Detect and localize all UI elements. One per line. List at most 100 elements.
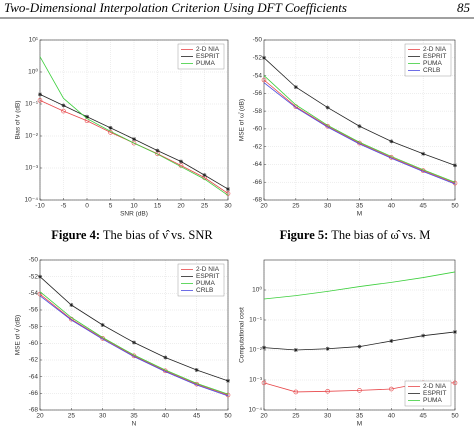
marker (132, 137, 136, 142)
x-tick-label: 40 (162, 413, 170, 420)
y-tick-label: -52 (253, 54, 263, 61)
marker (453, 329, 457, 334)
marker (226, 187, 230, 192)
marker (37, 98, 43, 103)
x-tick-label: 30 (324, 413, 332, 420)
legend-label: CRLB (423, 67, 440, 74)
y-tick-label: -50 (253, 37, 263, 44)
marker (85, 114, 89, 119)
x-tick-label: 30 (324, 203, 332, 210)
legend-label: 2-D NIA (423, 46, 447, 53)
y-tick-label: -60 (253, 126, 263, 133)
chart: -68 -66 -64 -62 -60 -58 -56 -54 -52 -50 20 25 30 35 40… (15, 257, 232, 428)
marker (421, 333, 426, 338)
x-tick-label: 40 (388, 203, 396, 210)
y-tick-label: -68 (29, 407, 39, 414)
x-tick-label: 20 (260, 413, 268, 420)
legend-label: ESPRIT (196, 273, 220, 280)
x-tick-label: 25 (292, 413, 300, 420)
x-axis-label: SNR (dB) (120, 211, 148, 218)
series-line (263, 79, 456, 184)
y-tick-label: -56 (29, 307, 39, 314)
x-tick-label: 30 (224, 203, 232, 210)
y-tick-label: 10⁻² (249, 347, 263, 354)
x-tick-label: 20 (177, 203, 185, 210)
marker (262, 345, 266, 350)
legend-label: PUMA (423, 60, 442, 67)
series-line (39, 56, 229, 196)
x-tick-label: 30 (99, 413, 107, 420)
y-tick-label: 10⁻¹ (249, 317, 263, 324)
series-line (39, 295, 229, 397)
series-line (39, 291, 229, 395)
y-tick-label: 10⁻⁴ (249, 407, 263, 414)
y-axis-label: MSE of ω̂ (dB) (239, 99, 246, 141)
plot-frame (39, 259, 229, 411)
plot-frame (39, 39, 229, 201)
marker (293, 85, 298, 90)
legend-label: 2-D NIA (196, 266, 220, 273)
x-tick-label: 10 (130, 203, 138, 210)
y-tick-label: 10⁻³ (249, 377, 263, 384)
marker (357, 124, 362, 129)
series-line (263, 271, 456, 300)
y-tick-label: 10⁰ (28, 68, 38, 76)
page-number: 85 (457, 0, 471, 15)
x-tick-label: 25 (292, 203, 300, 210)
legend-label: PUMA (196, 280, 215, 287)
caption-label: Figure 5: (280, 228, 329, 242)
running-header: Two-Dimensional Interpolation Criterion … (4, 0, 347, 15)
marker (357, 388, 362, 393)
marker (38, 274, 42, 279)
caption-label: Figure 4: (51, 228, 100, 242)
x-tick-label: 25 (68, 413, 76, 420)
marker (453, 163, 457, 168)
series-line (263, 82, 456, 185)
x-tick-label: 35 (356, 203, 364, 210)
x-axis-label: M (357, 421, 362, 428)
legend-label: PUMA (196, 60, 215, 67)
y-tick-label: -64 (29, 373, 39, 380)
plot-frame (263, 259, 456, 411)
marker (194, 368, 199, 372)
x-tick-label: 20 (260, 203, 268, 210)
marker (202, 173, 207, 178)
y-tick-label: -68 (253, 197, 263, 204)
y-tick-label: 10⁻¹ (25, 101, 39, 108)
y-tick-label: 10⁰ (252, 286, 262, 294)
marker (226, 378, 230, 383)
series-line (263, 75, 456, 183)
x-tick-label: 45 (420, 413, 428, 420)
y-tick-label: 10⁻³ (25, 165, 39, 172)
x-tick-label: 15 (154, 203, 162, 210)
x-axis-label: N (132, 421, 137, 428)
legend-label: 2-D NIA (196, 46, 220, 53)
x-tick-label: 50 (451, 203, 459, 210)
y-axis-label: Computational cost (239, 307, 246, 363)
legend-label: 2-D NIA (423, 383, 447, 390)
legend-label: ESPRIT (423, 53, 447, 60)
y-tick-label: -62 (253, 143, 263, 150)
marker (389, 139, 394, 144)
caption-text: The bias of ω̂ vs. M (331, 228, 430, 242)
marker (261, 380, 267, 386)
x-tick-label: -10 (35, 203, 45, 210)
marker (155, 148, 160, 153)
x-tick-label: 50 (224, 413, 232, 420)
marker (421, 151, 426, 156)
y-tick-label: -66 (29, 390, 39, 397)
x-tick-label: 20 (36, 413, 44, 420)
marker (38, 92, 42, 97)
x-axis-label: M (357, 211, 362, 218)
plot-frame (263, 39, 456, 201)
chart: 10⁻⁴ 10⁻³ 10⁻² 10⁻¹ 10⁰ 20 25 30 35 40 45 50 M Comput… (239, 259, 459, 428)
x-tick-label: 40 (388, 413, 396, 420)
x-tick-label: 0 (85, 203, 89, 210)
marker (325, 346, 330, 351)
y-tick-label: -54 (29, 290, 39, 297)
series-line (39, 293, 229, 396)
legend-label: ESPRIT (196, 53, 220, 60)
marker (389, 386, 394, 392)
